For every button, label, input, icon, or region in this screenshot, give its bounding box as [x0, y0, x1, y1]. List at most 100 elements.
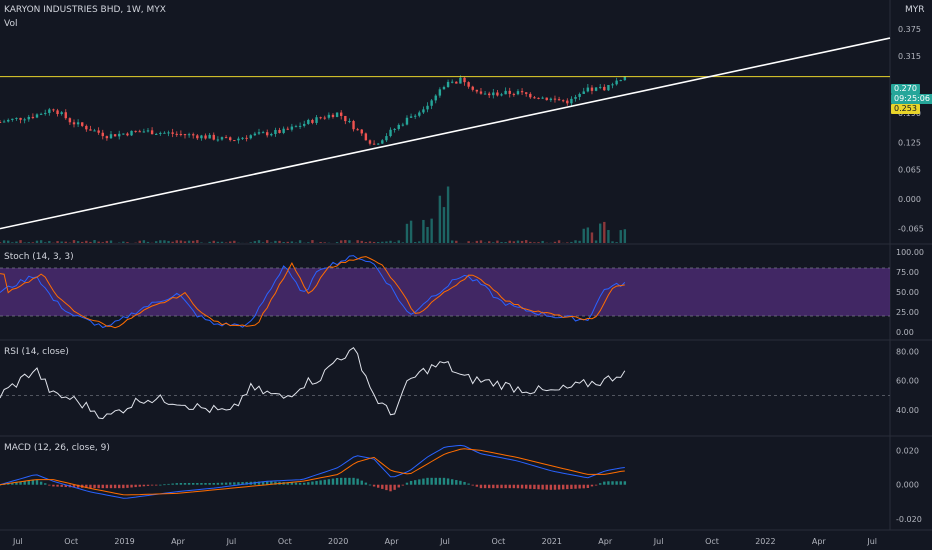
macd-histogram-bar	[233, 482, 236, 485]
candle-body	[56, 110, 59, 115]
candle-body	[89, 129, 92, 131]
volume-bar	[253, 241, 257, 243]
candle-body	[615, 80, 618, 85]
volume-bar	[56, 241, 59, 243]
candle-body	[245, 137, 248, 139]
candle-body	[118, 133, 121, 137]
macd-histogram-bar	[315, 480, 318, 485]
volume-bar	[155, 241, 158, 243]
volume-bar	[192, 240, 195, 243]
volume-bar	[590, 232, 594, 243]
macd-histogram-bar	[303, 482, 306, 485]
candle-body	[138, 131, 141, 133]
volume-bar	[504, 242, 507, 243]
volume-bar	[208, 241, 211, 243]
candle-body	[533, 97, 536, 99]
rsi-axis-tick: 40.00	[896, 406, 919, 415]
volume-bar	[126, 242, 129, 243]
macd-histogram-bar	[138, 484, 141, 487]
macd-histogram-bar	[475, 484, 479, 487]
macd-histogram-bar	[159, 484, 162, 486]
macd-histogram-bar	[76, 484, 80, 488]
macd-histogram-bar	[298, 482, 302, 485]
volume-bar	[278, 240, 281, 243]
volume-bar	[298, 240, 302, 243]
macd-histogram-bar	[496, 484, 499, 489]
candle-body	[574, 96, 577, 99]
volume-bar	[200, 242, 203, 243]
volume-bar	[212, 240, 215, 243]
candle-body	[381, 140, 384, 144]
candle-body	[582, 91, 585, 94]
candle-body	[340, 112, 343, 116]
time-axis-tick: Apr	[385, 537, 400, 546]
volume-bar	[426, 226, 429, 243]
macd-histogram-bar	[220, 482, 224, 485]
macd-histogram-bar	[570, 484, 573, 489]
candle-body	[397, 124, 400, 129]
volume-bar	[479, 240, 483, 243]
macd-histogram-bar	[274, 481, 277, 485]
candle-body	[471, 86, 474, 90]
candle-body	[31, 116, 35, 118]
candle-body	[508, 90, 511, 94]
candle-body	[619, 80, 622, 82]
stoch-axis-tick: 75.00	[896, 268, 919, 277]
candle-body	[348, 121, 351, 123]
trend-line	[0, 37, 891, 230]
volume-bar	[586, 227, 590, 243]
macd-histogram-bar	[582, 484, 585, 489]
macd-histogram-bar	[72, 484, 76, 488]
macd-histogram-bar	[179, 483, 183, 485]
candle-body	[368, 140, 372, 144]
macd-histogram-bar	[401, 484, 405, 486]
macd-histogram-bar	[516, 484, 520, 489]
signal-line	[0, 448, 625, 496]
macd-histogram-bar	[385, 484, 388, 491]
volume-bar	[19, 240, 22, 243]
candle-body	[561, 100, 565, 102]
candle-body	[590, 87, 594, 91]
volume-bar	[356, 240, 359, 243]
macd-histogram-bar	[479, 484, 483, 489]
candle-body	[623, 76, 627, 81]
candle-body	[134, 130, 137, 132]
macd-histogram-bar	[574, 484, 577, 489]
macd-label: MACD (12, 26, close, 9)	[4, 443, 110, 453]
volume-bar	[261, 242, 265, 243]
time-axis-tick: Oct	[705, 537, 719, 546]
volume-bar	[7, 240, 10, 243]
candle-body	[76, 122, 80, 125]
macd-histogram-bar	[603, 481, 606, 485]
candle-body	[52, 109, 55, 111]
volume-bar	[335, 242, 339, 243]
time-axis-tick: 2019	[114, 537, 134, 546]
volume-bar	[368, 241, 372, 243]
macd-histogram-bar	[142, 484, 146, 487]
macd-histogram-bar	[537, 484, 540, 490]
volume-bar	[475, 240, 479, 243]
volume-bar	[566, 242, 569, 243]
volume-bar	[167, 240, 170, 243]
macd-histogram-bar	[368, 484, 372, 486]
volume-bar	[570, 241, 573, 243]
volume-bar	[611, 241, 614, 243]
candle-body	[278, 129, 281, 133]
macd-histogram-bar	[224, 482, 228, 485]
macd-histogram-bar	[335, 478, 339, 485]
macd-histogram-bar	[327, 479, 331, 485]
macd-histogram-bar	[520, 484, 524, 489]
macd-histogram-bar	[171, 483, 174, 485]
macd-histogram-bar	[405, 482, 409, 485]
macd-histogram-bar	[611, 481, 614, 485]
candle-body	[557, 99, 561, 101]
macd-histogram-bar	[524, 484, 528, 489]
macd-histogram-bar	[60, 484, 63, 487]
volume-bar	[282, 241, 285, 243]
candle-body	[15, 117, 18, 119]
volume-bar	[307, 242, 310, 243]
macd-histogram-bar	[364, 482, 368, 485]
candle-body	[122, 133, 125, 135]
volume-bar	[109, 240, 113, 243]
